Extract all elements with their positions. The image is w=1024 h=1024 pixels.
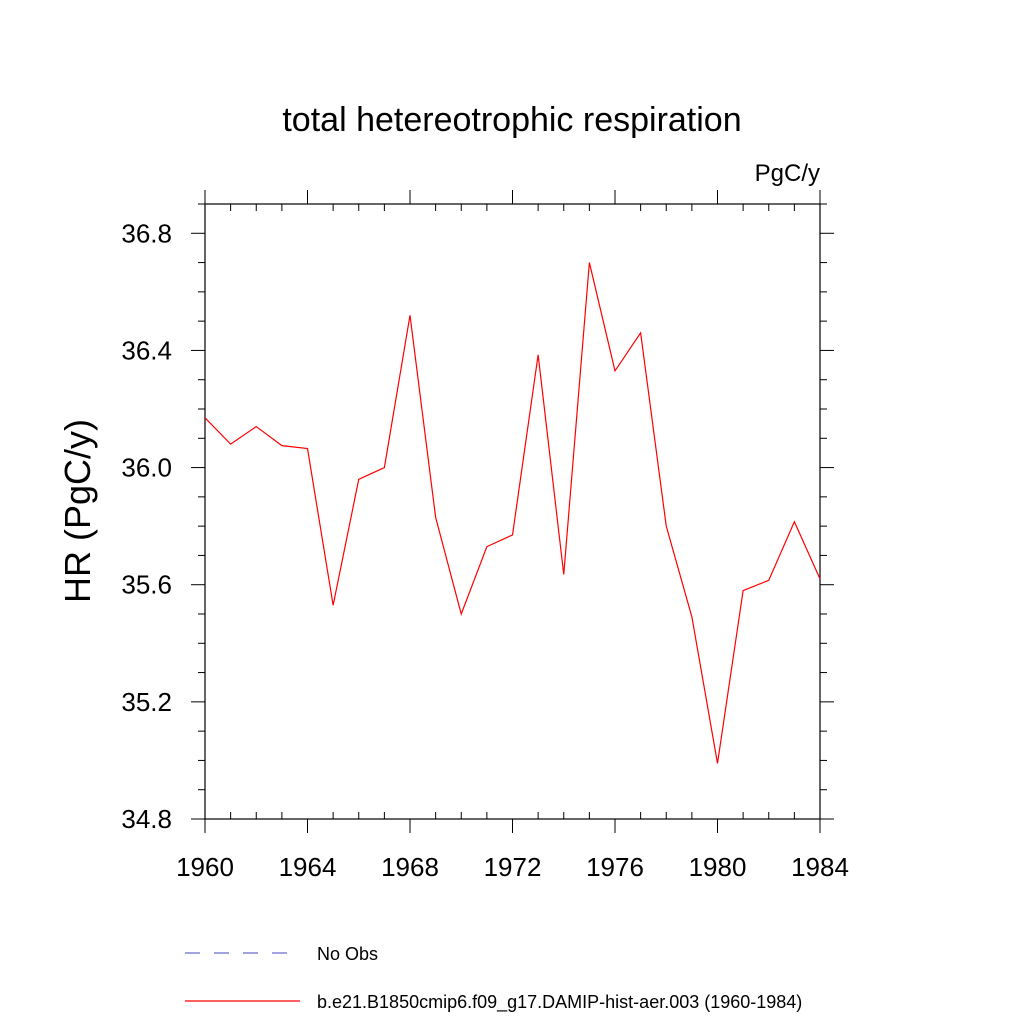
chart-title: total hetereotrophic respiration	[282, 101, 741, 139]
legend: No Obs b.e21.B1850cmip6.f09_g17.DAMIP-his…	[185, 944, 802, 1013]
x-tick-label: 1968	[381, 852, 439, 882]
x-tick-label: 1984	[791, 852, 849, 882]
x-tick-label: 1964	[279, 852, 337, 882]
y-tick-label: 35.2	[121, 687, 172, 717]
y-tick-label: 34.8	[121, 804, 172, 834]
y-tick-label: 36.4	[121, 335, 172, 365]
y-tick-label: 35.6	[121, 570, 172, 600]
x-tick-label: 1972	[484, 852, 542, 882]
y-tick-label: 36.8	[121, 218, 172, 248]
series-line	[204, 262, 821, 764]
plot-frame	[204, 203, 821, 820]
y-axis-label: HR (PgC/y)	[57, 419, 98, 603]
axis-ticks	[191, 190, 834, 833]
series-layer	[204, 262, 821, 764]
x-tick-label: 1976	[586, 852, 644, 882]
y-tick-label: 36.0	[121, 453, 172, 483]
units-label: PgC/y	[755, 160, 820, 187]
tick-labels: 1960 1964 1968 1972 1976 1980 1984 34.8 35.2 35.6…	[121, 218, 849, 882]
legend-label: No Obs	[317, 944, 378, 964]
legend-label: b.e21.B1850cmip6.f09_g17.DAMIP-hist-aer.…	[317, 992, 802, 1013]
x-tick-label: 1960	[176, 852, 234, 882]
x-tick-label: 1980	[689, 852, 747, 882]
